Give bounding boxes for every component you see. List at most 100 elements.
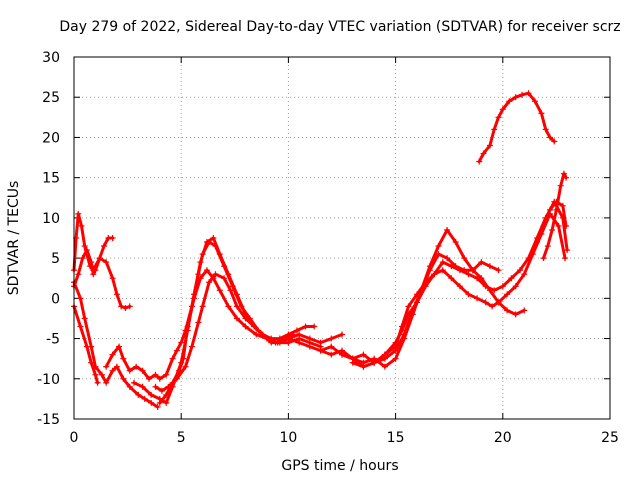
x-tick-label: 0 <box>70 430 79 446</box>
data-point <box>81 315 88 322</box>
data-point <box>444 226 451 233</box>
data-point <box>551 138 558 145</box>
data-point <box>92 267 99 274</box>
data-point <box>225 303 232 310</box>
data-point <box>521 307 528 314</box>
y-tick-label: 20 <box>42 130 60 146</box>
data-point <box>559 202 566 209</box>
data-point <box>90 271 97 278</box>
data-point <box>480 150 487 157</box>
data-point <box>176 367 183 374</box>
data-point <box>227 287 234 294</box>
data-point <box>251 323 258 330</box>
series-line <box>154 272 316 393</box>
data-point <box>328 335 335 342</box>
y-tick-label: -15 <box>37 412 60 428</box>
data-point <box>148 399 155 406</box>
data-point <box>553 206 560 213</box>
data-point <box>452 263 459 270</box>
data-point <box>274 339 281 346</box>
data-point <box>540 222 547 229</box>
data-point <box>242 315 249 322</box>
data-point <box>285 335 292 342</box>
data-point <box>435 251 442 258</box>
data-point <box>139 383 146 390</box>
y-tick-label: 30 <box>42 50 60 66</box>
data-point <box>486 142 493 149</box>
data-point <box>563 174 570 181</box>
data-point <box>131 379 138 386</box>
data-point <box>431 271 438 278</box>
data-point <box>546 206 553 213</box>
data-point <box>109 351 116 358</box>
data-point <box>216 287 223 294</box>
data-point <box>146 375 153 382</box>
data-point <box>139 367 146 374</box>
data-point <box>197 259 204 266</box>
data-point <box>81 243 88 250</box>
data-point <box>178 339 185 346</box>
series-sat-e <box>103 239 296 382</box>
series-sat-k <box>339 210 568 366</box>
data-point <box>210 275 217 282</box>
data-point <box>339 351 345 358</box>
data-point <box>263 335 270 342</box>
data-point <box>96 255 103 262</box>
data-point <box>182 363 189 370</box>
data-point <box>233 291 240 298</box>
data-point <box>92 371 99 378</box>
data-point <box>381 363 388 370</box>
series-sat-b <box>71 235 116 290</box>
data-point <box>116 343 123 350</box>
data-point <box>461 255 468 262</box>
data-point <box>538 110 545 117</box>
data-point <box>210 235 217 241</box>
data-point <box>88 259 95 266</box>
data-point <box>113 363 120 370</box>
data-point <box>512 94 519 101</box>
data-point <box>399 323 406 330</box>
data-point <box>435 243 442 250</box>
data-point <box>360 363 367 370</box>
data-point <box>317 347 324 354</box>
data-point <box>88 343 95 350</box>
data-point <box>92 363 99 370</box>
data-point <box>199 303 206 310</box>
data-point <box>461 267 468 274</box>
data-point <box>216 251 223 258</box>
data-point <box>499 283 506 290</box>
data-point <box>495 114 502 121</box>
data-point <box>233 315 240 322</box>
data-point <box>233 303 240 310</box>
data-point <box>225 271 232 278</box>
data-point <box>542 126 549 133</box>
data-point <box>516 267 523 274</box>
data-point <box>549 226 556 233</box>
data-point <box>555 222 562 229</box>
series-line <box>72 212 132 310</box>
data-point <box>418 287 425 294</box>
data-point <box>253 331 260 338</box>
y-tick-label: 0 <box>51 291 60 307</box>
data-point <box>482 283 489 290</box>
data-point <box>77 295 84 302</box>
data-point <box>212 271 219 278</box>
data-point <box>563 222 570 229</box>
data-point <box>109 275 116 282</box>
x-tick-label: 20 <box>494 430 512 446</box>
data-point <box>158 387 165 394</box>
data-point <box>469 267 476 274</box>
data-point <box>512 311 519 318</box>
data-point <box>103 379 110 386</box>
data-point <box>126 303 133 310</box>
data-point <box>184 323 191 330</box>
data-point <box>306 343 313 350</box>
chart-title: Day 279 of 2022, Sidereal Day-to-day VTE… <box>59 19 620 35</box>
data-point <box>163 399 170 406</box>
grid <box>74 57 610 419</box>
data-point <box>474 295 481 302</box>
data-point <box>401 331 408 338</box>
data-point <box>169 355 176 362</box>
data-point <box>296 339 303 346</box>
data-point <box>98 371 105 378</box>
